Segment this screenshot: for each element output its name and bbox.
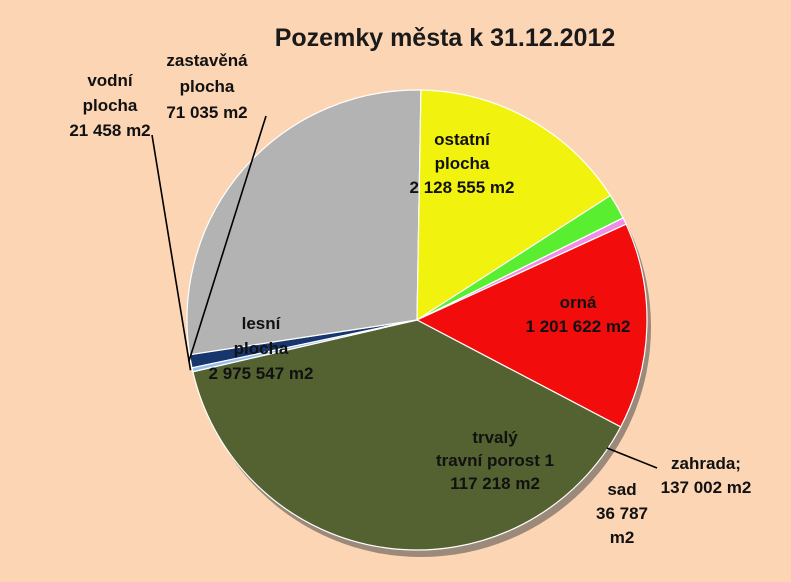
pie-slice-lesni — [192, 319, 622, 551]
data-label-zahrada: zahrada; 137 002 m2 — [661, 454, 752, 497]
data-label-sad: sad 36 787 m2 — [596, 480, 648, 547]
data-label-zastavena: zastavěná plocha 71 035 m2 — [166, 51, 248, 122]
data-label-vodni: vodní plocha 21 458 m2 — [69, 71, 150, 140]
data-label-lesni: lesní plocha 2 975 547 m2 — [209, 314, 314, 383]
pie-slice-trvaly — [415, 223, 648, 428]
data-label-ostatni: ostatní plocha 2 128 555 m2 — [410, 130, 515, 197]
leader-line-vodni — [151, 134, 192, 371]
pie-slice-ostatni — [186, 89, 422, 356]
chart-title: Pozemky města k 31.12.2012 — [275, 24, 616, 52]
leader-line-zahrada — [606, 447, 658, 469]
pie-slice-vodni — [191, 319, 418, 373]
data-label-orna: orná 1 201 622 m2 — [526, 293, 631, 336]
pie-slice-orna — [416, 89, 612, 322]
data-label-trvaly: trvalý travní porost 1 117 218 m2 — [436, 428, 554, 493]
leader-line-zastavena — [188, 115, 267, 362]
